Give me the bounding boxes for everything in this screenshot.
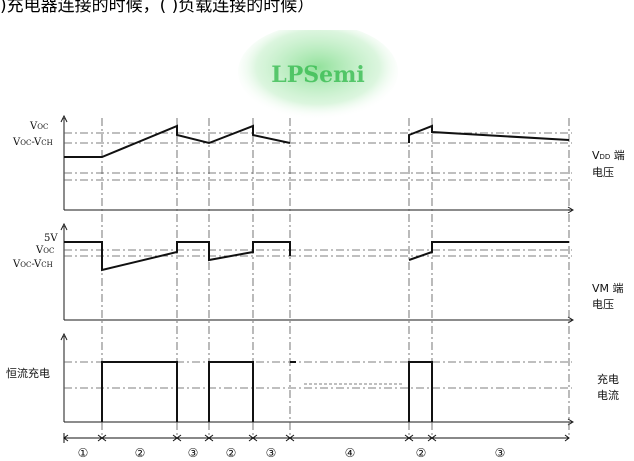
charge-current-label: 充电 电流 (597, 373, 619, 402)
phase-label: ④ (345, 446, 356, 460)
vdd-terminal-voltage-label: VDD 端 电压 (592, 149, 625, 179)
phase-label: ③ (495, 446, 506, 460)
phase-label: ③ (188, 446, 199, 460)
lpsemi-watermark-logo: LPSemi (238, 30, 398, 120)
header-caption: )充电器连接的时候，( )负载连接的时候） (0, 0, 315, 16)
phase-label: ① (78, 446, 89, 460)
vm-5v-label: 5V (44, 233, 58, 244)
vm-voc-label: VOC (36, 245, 55, 256)
cc-charge-label: 恒流充电 (6, 367, 50, 380)
watermark-text: LPSemi (271, 62, 365, 88)
phase-label: ③ (266, 446, 277, 460)
phase-label: ② (226, 446, 237, 460)
phase-label: ② (416, 446, 427, 460)
vm-voc-vch-label: VOC-VCH (13, 259, 53, 270)
phase-label: ② (135, 446, 146, 460)
vm-terminal-voltage-label: VM 端 电压 (592, 282, 624, 311)
vdd-voc-vch-label: VOC-VCH (13, 137, 53, 148)
vdd-voc-label: VOC (30, 121, 49, 132)
